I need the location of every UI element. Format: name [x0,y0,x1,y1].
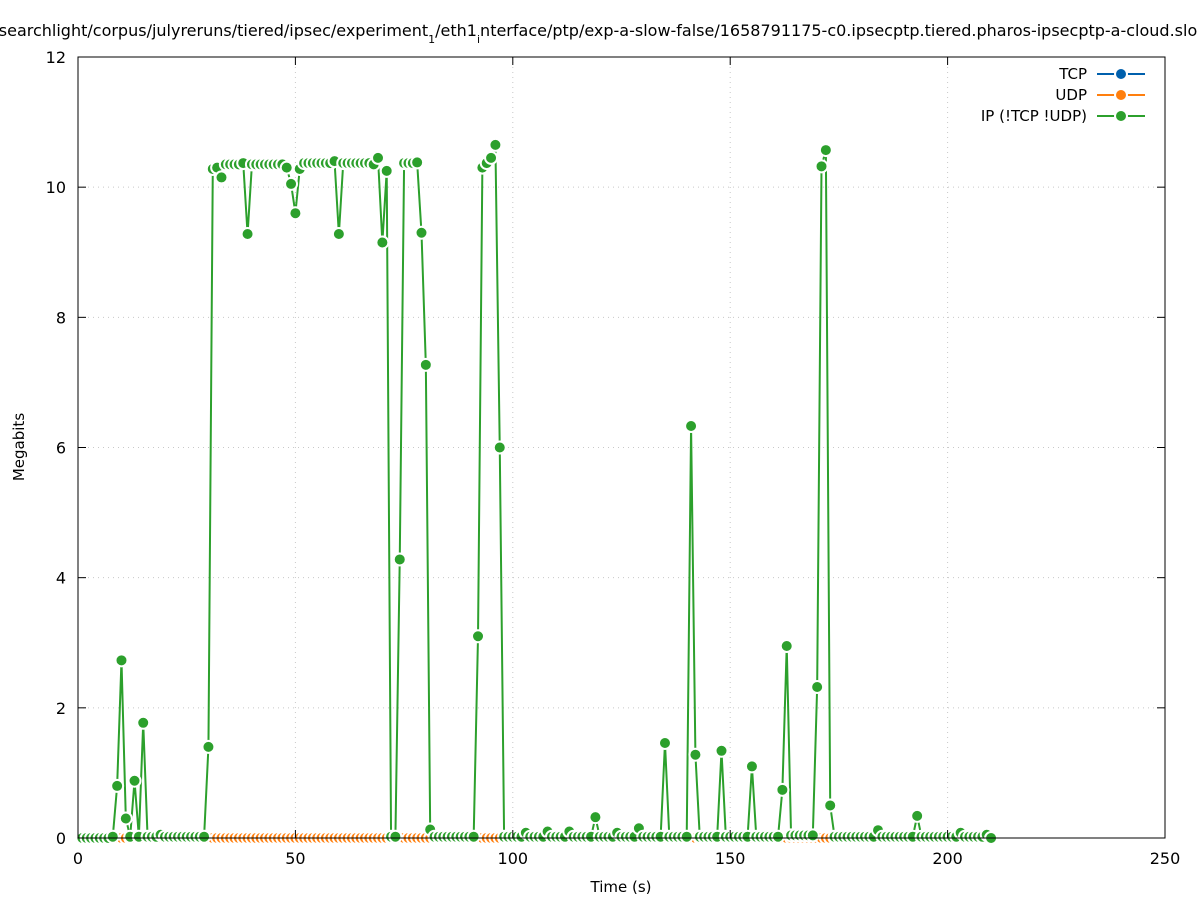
legend-label: UDP [1055,86,1087,104]
data-point [414,225,429,240]
data-point [118,811,133,826]
x-tick-label: 0 [73,849,83,868]
y-tick-label: 4 [56,569,66,588]
legend-label: TCP [1058,65,1087,83]
data-point [492,440,507,455]
series-layer [75,137,999,845]
data-point [279,160,294,175]
y-tick-label: 12 [46,48,66,67]
data-point [197,829,212,844]
x-tick-label: 150 [715,849,746,868]
data-point [331,227,346,242]
title-subscript: i [477,33,480,46]
data-point [110,778,125,793]
title-segment: searchlight/corpus/julyreruns/tiered/ips… [0,21,428,40]
data-point [684,419,699,434]
legend-marker [1114,109,1128,123]
data-point [127,773,142,788]
data-point [136,715,151,730]
data-point [488,137,503,152]
data-point [805,828,820,843]
data-point [410,155,425,170]
y-tick-label: 8 [56,308,66,327]
data-point [379,163,394,178]
chart-title: searchlight/corpus/julyreruns/tiered/ips… [0,21,1197,46]
x-tick-label: 50 [285,849,305,868]
series-line [82,144,992,839]
x-tick-label: 250 [1150,849,1181,868]
title-segment: nterface/ptp/exp-a-slow-false/1658791175… [480,21,1197,40]
data-point [240,227,255,242]
data-point [484,150,499,165]
data-point [114,653,129,668]
data-point [744,759,759,774]
data-point [375,235,390,250]
y-tick-label: 2 [56,699,66,718]
legend-marker [1114,67,1128,81]
data-point [588,810,603,825]
legend-marker [1114,88,1128,102]
x-tick-label: 100 [498,849,529,868]
data-point [814,159,829,174]
legend: TCP UDP IP (!TCP !UDP) [981,65,1145,125]
data-point [688,747,703,762]
data-point [771,829,786,844]
grid [78,57,1165,838]
series-ip [75,137,999,845]
data-point [284,176,299,191]
data-point [910,808,925,823]
plot-frame [77,56,1166,839]
data-point [388,829,403,844]
data-point [823,798,838,813]
data-point [810,680,825,695]
title-segment: /eth1 [435,21,477,40]
data-point [105,829,120,844]
data-point [214,170,229,185]
y-axis-label: Megabits [10,413,28,481]
data-point [818,143,833,158]
data-point [679,829,694,844]
y-tick-label: 0 [56,829,66,848]
data-point [775,782,790,797]
data-point [418,357,433,372]
x-tick-label: 200 [932,849,963,868]
legend-label: IP (!TCP !UDP) [981,107,1087,125]
data-point [471,629,486,644]
x-axis-label: Time (s) [590,878,652,896]
data-point [779,639,794,654]
data-point [201,739,216,754]
data-point [657,735,672,750]
data-point [392,552,407,567]
y-tick-label: 6 [56,439,66,458]
data-point [288,206,303,221]
y-tick-label: 10 [46,178,66,197]
ticks: 0 50 100 150 200 250 0 2 4 6 8 10 12 [46,48,1181,868]
data-point [466,829,481,844]
data-point [714,743,729,758]
data-point [371,150,386,165]
title-subscript: 1 [428,33,435,46]
